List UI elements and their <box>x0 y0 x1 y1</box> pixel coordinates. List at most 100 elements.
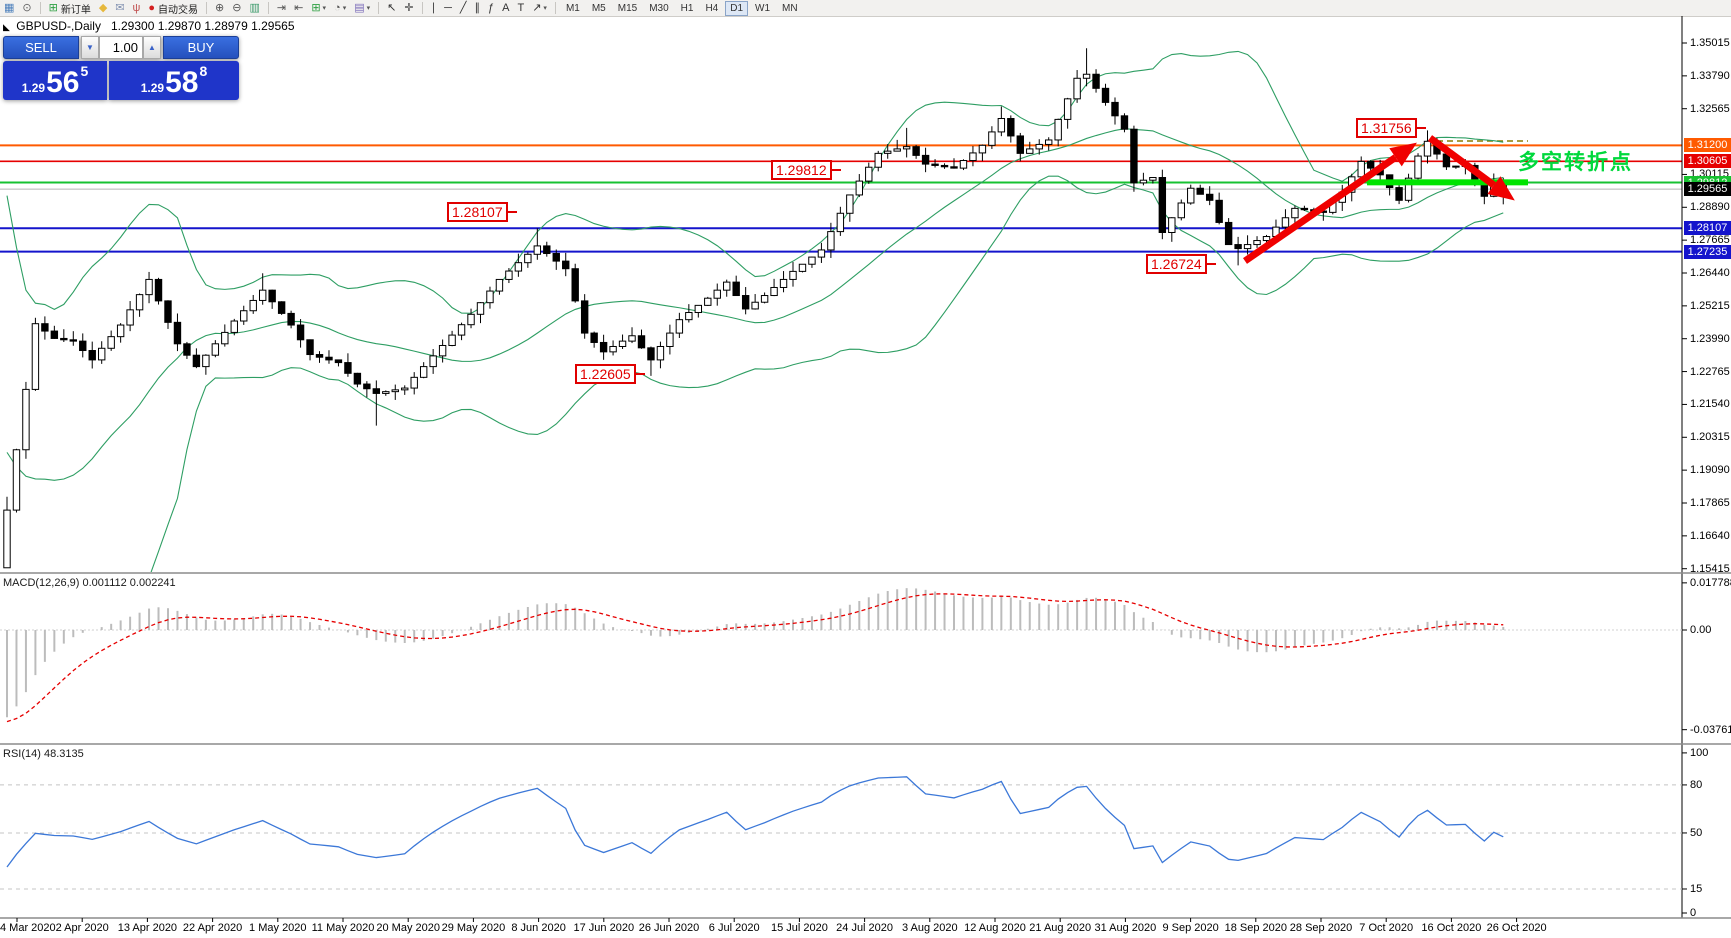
auto-scroll-button[interactable]: ⇤ <box>291 1 306 15</box>
price-tick-label: 1.16640 <box>1690 529 1730 542</box>
chart-shift-icon: ⇥ <box>276 2 287 14</box>
macd-axis-label: 0.00 <box>1690 624 1712 636</box>
label-icon: T <box>517 2 525 14</box>
timeframe-mn-button[interactable]: MN <box>782 2 798 14</box>
chinese-annotation-text[interactable]: 多空转折点 <box>1518 151 1633 174</box>
sell-button[interactable]: SELL <box>3 36 79 59</box>
candlestick-series <box>3 48 1507 569</box>
cursor-button[interactable]: ↖ <box>384 1 399 15</box>
symbol-title: ◣ GBPUSD-,Daily 1.29300 1.29870 1.28979 … <box>3 19 295 33</box>
volume-input[interactable] <box>99 36 143 59</box>
volume-decrease-button[interactable]: ▼ <box>81 36 99 59</box>
autotrading-button[interactable]: ● 自动交易 <box>145 1 201 16</box>
rsi-axis-label: 15 <box>1690 882 1703 895</box>
channel-icon: ∥ <box>474 2 481 14</box>
timeframe-m15-button[interactable]: M15 <box>617 2 638 14</box>
date-label: 11 May 2020 <box>311 922 375 934</box>
price-tick-label: 1.35015 <box>1690 37 1730 49</box>
chart-shift-button[interactable]: ⇥ <box>274 1 289 15</box>
vline-button[interactable]: ∣ <box>428 1 440 15</box>
market-watch-button[interactable]: ⊙ <box>19 1 34 15</box>
down-trend-arrow[interactable] <box>1427 135 1515 201</box>
crosshair-button[interactable]: ✛ <box>401 1 416 15</box>
vline-icon: ∣ <box>430 2 437 14</box>
price-callout-label[interactable]: 1.28107 <box>447 202 517 222</box>
timeframe-d1-button[interactable]: D1 <box>725 0 749 16</box>
buy-button[interactable]: BUY <box>163 36 239 59</box>
price-tick-label: 1.19090 <box>1690 464 1730 477</box>
trendline-button[interactable]: ╱ <box>457 1 470 15</box>
templates-button[interactable]: ▤ ▾ <box>351 1 373 15</box>
price-axis-badge: 1.30605 <box>1684 154 1731 169</box>
dropdown-caret-icon: ▾ <box>366 5 371 12</box>
tile-windows-button[interactable]: ▥ <box>246 1 262 15</box>
price-axis-badge: 1.27235 <box>1684 244 1731 259</box>
date-label: 20 May 2020 <box>376 922 440 934</box>
toolbar-separator <box>421 2 423 14</box>
price-axis-badge: 1.29565 <box>1684 182 1731 197</box>
text-button[interactable]: A <box>499 1 512 15</box>
price-tick-label: 1.23990 <box>1690 332 1730 345</box>
price-callout-label[interactable]: 1.31756 <box>1356 118 1426 138</box>
timeframe-m1-button[interactable]: M1 <box>565 2 580 14</box>
zoom-out-icon: ⊖ <box>232 2 242 14</box>
buy-price-display[interactable]: 1.29 58 8 <box>109 61 239 100</box>
periods-button[interactable]: ◔ ▾ <box>331 1 349 15</box>
price-tick-label: 1.26440 <box>1690 266 1730 279</box>
toolbar-separator <box>206 2 208 14</box>
symbol-arrow-icon: ◣ <box>3 22 10 32</box>
price-callout-label[interactable]: 1.29812 <box>771 160 841 180</box>
new-order-button[interactable]: ⊞ 新订单 <box>46 1 94 16</box>
support-zone-bar[interactable] <box>1367 179 1528 186</box>
price-tick-label: 1.15415 <box>1690 562 1730 575</box>
rsi-axis-label: 0 <box>1690 907 1697 919</box>
fibonacci-button[interactable]: ƒ <box>485 1 497 15</box>
timeframe-h4-button[interactable]: H4 <box>705 2 719 14</box>
arrows-button[interactable]: ↗ ▾ <box>529 1 550 15</box>
timeframe-m5-button[interactable]: M5 <box>591 2 606 14</box>
new-chart-icon: ▦ <box>4 2 15 14</box>
zoom-out-button[interactable]: ⊖ <box>229 1 244 15</box>
signals-button[interactable]: ψ <box>130 1 144 15</box>
label-button[interactable]: T <box>514 1 527 15</box>
hline-icon: ─ <box>444 2 452 14</box>
text-icon: A <box>502 2 510 14</box>
up-trend-arrow[interactable] <box>1243 142 1417 264</box>
date-label: 16 Oct 2020 <box>1421 922 1482 934</box>
new-order-label: 新订单 <box>60 4 91 16</box>
toolbar-separator <box>554 2 556 14</box>
sell-price-display[interactable]: 1.29 56 5 <box>3 61 107 100</box>
signals-icon: ψ <box>132 2 141 14</box>
date-label: 24 Jul 2020 <box>836 922 894 934</box>
hline-button[interactable]: ─ <box>441 1 455 15</box>
price-tick-label: 1.32565 <box>1690 102 1730 115</box>
price-axis-badge: 1.31200 <box>1684 138 1731 153</box>
macd-indicator-label: MACD(12,26,9) 0.001112 0.002241 <box>3 577 176 589</box>
mailbox-button[interactable]: ✉ <box>112 1 127 15</box>
price-callout-label[interactable]: 1.22605 <box>575 364 645 384</box>
callout-connector <box>1205 263 1216 265</box>
timeframe-w1-button[interactable]: W1 <box>755 2 771 14</box>
date-label: 4 Mar 2020 <box>0 922 56 934</box>
add-indicator-icon: ⊞ <box>311 2 321 14</box>
timeframe-h1-button[interactable]: H1 <box>680 2 694 14</box>
channel-button[interactable]: ∥ <box>472 1 484 15</box>
volume-increase-button[interactable]: ▲ <box>143 36 161 59</box>
strategy-tester-button[interactable]: ◆ <box>96 1 110 15</box>
timeframe-m30-button[interactable]: M30 <box>649 2 669 14</box>
rsi-axis-label: 80 <box>1690 778 1703 791</box>
new-chart-button[interactable]: ▦ <box>1 1 17 15</box>
date-label: 13 Apr 2020 <box>117 922 178 934</box>
price-callout-label[interactable]: 1.26724 <box>1146 254 1216 274</box>
trendline-icon: ╱ <box>459 2 467 14</box>
zoom-in-button[interactable]: ⊕ <box>212 1 227 15</box>
horizontal-level-lines[interactable] <box>0 144 1682 253</box>
autotrading-label: 自动交易 <box>158 4 199 16</box>
date-label: 2 Apr 2020 <box>55 922 109 934</box>
add-indicator-button[interactable]: ⊞ ▾ <box>308 1 329 15</box>
callout-connector <box>1415 127 1426 129</box>
date-label: 21 Aug 2020 <box>1029 922 1092 934</box>
date-label: 8 Jun 2020 <box>511 922 566 934</box>
